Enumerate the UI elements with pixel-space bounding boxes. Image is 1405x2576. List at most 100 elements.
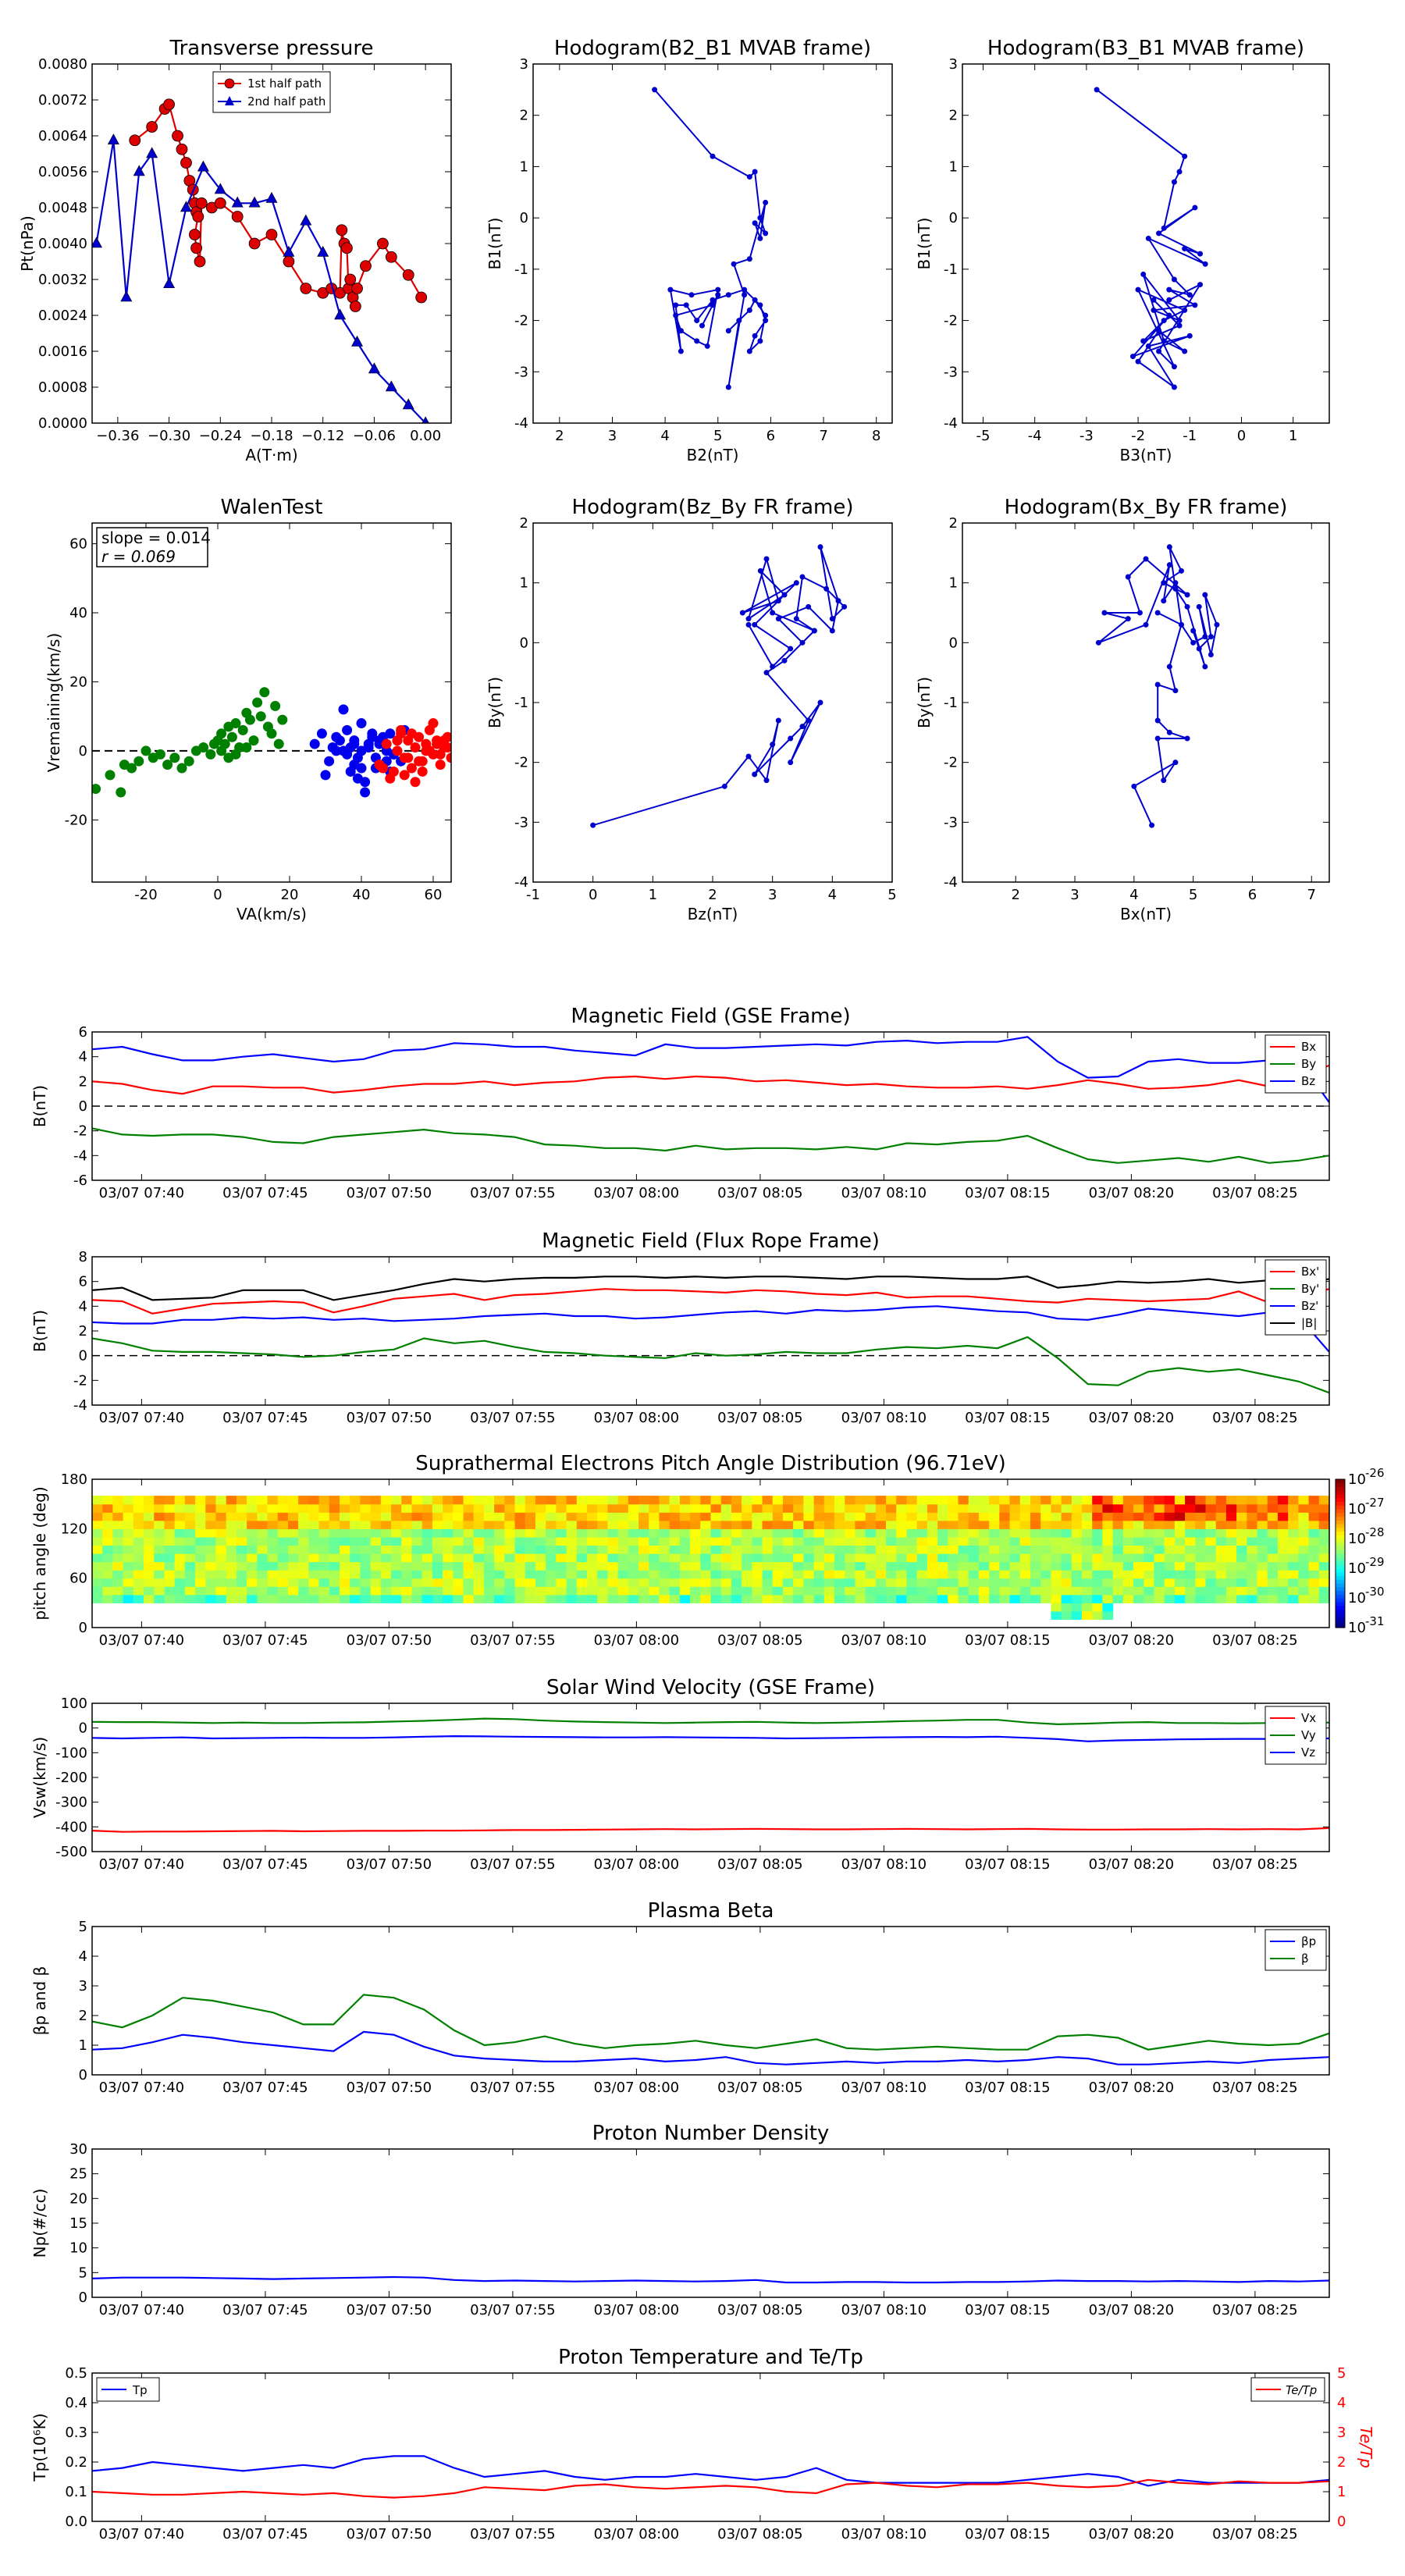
pad-cell: [174, 1496, 186, 1505]
pad-cell: [958, 1512, 969, 1521]
pad-cell: [927, 1594, 938, 1603]
pad-cell: [215, 1520, 227, 1529]
hxy-point: [1172, 760, 1179, 766]
pad-cell: [1092, 1578, 1104, 1587]
pad-cell: [432, 1503, 443, 1513]
pad-cell: [1225, 1496, 1237, 1505]
pt-ytick-label: 0.0016: [38, 343, 87, 360]
pad-panel: Suprathermal Electrons Pitch Angle Distr…: [30, 1452, 1330, 1649]
pad-cell: [1174, 1561, 1186, 1571]
pad-cell: [762, 1594, 774, 1603]
hxy-xtick-label: 4: [1129, 887, 1138, 903]
pad-cell: [205, 1570, 217, 1579]
pad-cell: [1298, 1570, 1310, 1579]
pad-cell: [566, 1545, 578, 1554]
pad-cell: [174, 1520, 186, 1529]
pad-cell: [546, 1512, 557, 1521]
hzy-point: [770, 664, 776, 670]
pad-cell: [422, 1536, 433, 1546]
hzy-point: [775, 717, 781, 724]
pad-cell: [504, 1561, 516, 1571]
pad-cell: [793, 1561, 804, 1571]
pad-cell: [742, 1570, 752, 1579]
bgse-xtick-label: 03/07 08:20: [1089, 1185, 1174, 1201]
pad-cell: [587, 1512, 598, 1521]
pad-cell: [514, 1594, 526, 1603]
pad-cell: [144, 1553, 155, 1563]
h23-point: [725, 384, 731, 390]
pad-cell: [823, 1503, 835, 1513]
pad-cell: [473, 1561, 485, 1571]
pad-cell: [411, 1561, 423, 1571]
bgse-xtick-label: 03/07 08:15: [965, 1185, 1050, 1201]
pad-cell: [1277, 1545, 1289, 1554]
walen-point: [241, 742, 252, 753]
hzy-ytick-label: 2: [520, 515, 528, 532]
pad-cell: [226, 1545, 237, 1554]
pad-cell: [597, 1528, 609, 1538]
pad-cell: [752, 1545, 763, 1554]
pad-cell: [257, 1536, 269, 1546]
pad-cell: [752, 1553, 763, 1563]
h31-point: [1140, 338, 1147, 344]
pad-cell: [597, 1553, 609, 1563]
pad-cell: [576, 1528, 588, 1538]
pad-cell: [1144, 1520, 1155, 1529]
h31-point: [1161, 338, 1167, 344]
pad-cell: [1082, 1570, 1093, 1579]
pad-cell: [184, 1536, 196, 1546]
pad-cell: [607, 1553, 619, 1563]
pad-cell: [566, 1503, 578, 1513]
pad-cell: [133, 1503, 144, 1513]
tp-xtick-label: 03/07 07:50: [347, 2526, 432, 2542]
pad-cell: [855, 1594, 866, 1603]
pad-cell: [1247, 1578, 1258, 1587]
pad-cell: [422, 1586, 433, 1596]
pad-cell: [205, 1503, 217, 1513]
pad-cell: [174, 1545, 186, 1554]
pad-cell: [989, 1545, 1000, 1554]
pad-cell: [855, 1553, 866, 1563]
bfr-xtick-label: 03/07 08:25: [1212, 1410, 1297, 1426]
tp-ytick-label: 0.2: [65, 2454, 87, 2471]
pad-cell: [164, 1520, 176, 1529]
pad-cell: [247, 1545, 258, 1554]
h31-point: [1094, 87, 1100, 93]
pad-cell: [360, 1570, 372, 1579]
pad-cell: [1051, 1561, 1062, 1571]
pad-cell: [350, 1553, 361, 1563]
pad-cell: [463, 1512, 475, 1521]
pad-cell: [370, 1561, 382, 1571]
pad-cell: [350, 1578, 361, 1587]
pad-cell: [463, 1594, 475, 1603]
pad-cell: [247, 1594, 258, 1603]
pad-cell: [886, 1520, 897, 1529]
pad-cell: [535, 1594, 546, 1603]
pad-cell: [432, 1512, 443, 1521]
pad-cell: [1112, 1545, 1124, 1554]
pad-cell: [370, 1512, 382, 1521]
pad-cell: [308, 1496, 320, 1505]
pad-cell: [308, 1545, 320, 1554]
pad-cell: [277, 1545, 289, 1554]
pad-cell: [1298, 1512, 1310, 1521]
pad-cell: [1267, 1520, 1279, 1529]
beta-xtick-label: 03/07 07:45: [222, 2080, 308, 2096]
pad-cell: [154, 1503, 165, 1513]
pad-cell: [1277, 1561, 1289, 1571]
pad-cell: [308, 1536, 320, 1546]
pad-cell: [638, 1520, 649, 1529]
walen-point: [360, 787, 371, 798]
pad-cell: [329, 1561, 340, 1571]
pad-cell: [494, 1578, 505, 1587]
h31-xtick-label: -4: [1028, 428, 1042, 444]
pad-cell: [1174, 1528, 1186, 1538]
pad-cell: [1154, 1570, 1165, 1579]
pad-cell: [782, 1561, 794, 1571]
pad-cell: [350, 1528, 361, 1538]
walen-point: [162, 760, 173, 770]
pad-cell: [1164, 1528, 1176, 1538]
pad-cell: [432, 1570, 443, 1579]
pad-cell: [102, 1586, 114, 1596]
hzy-point: [745, 753, 752, 760]
